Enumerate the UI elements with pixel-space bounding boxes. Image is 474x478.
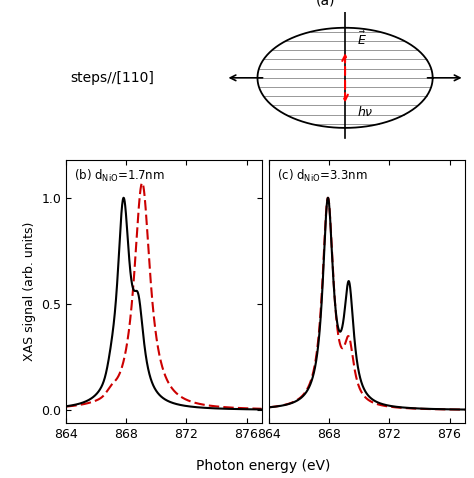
Text: Photon energy (eV): Photon energy (eV): [196, 459, 330, 473]
Text: steps//[110]: steps//[110]: [70, 71, 154, 85]
Y-axis label: XAS signal (arb. units): XAS signal (arb. units): [23, 222, 36, 361]
Legend: $\vec{E}$ // $\mathit{steps}$, $\vec{E}$ $\perp$ $\mathit{steps}$: $\vec{E}$ // $\mathit{steps}$, $\vec{E}$…: [355, 231, 455, 281]
Text: (a): (a): [315, 0, 335, 8]
Text: $h\nu$: $h\nu$: [357, 105, 374, 120]
Text: $\vec{E}$: $\vec{E}$: [357, 31, 367, 48]
Text: (c) $\mathrm{d_{NiO}}$=3.3nm: (c) $\mathrm{d_{NiO}}$=3.3nm: [277, 167, 368, 184]
Text: (b) $\mathrm{d_{NiO}}$=1.7nm: (b) $\mathrm{d_{NiO}}$=1.7nm: [74, 167, 165, 184]
